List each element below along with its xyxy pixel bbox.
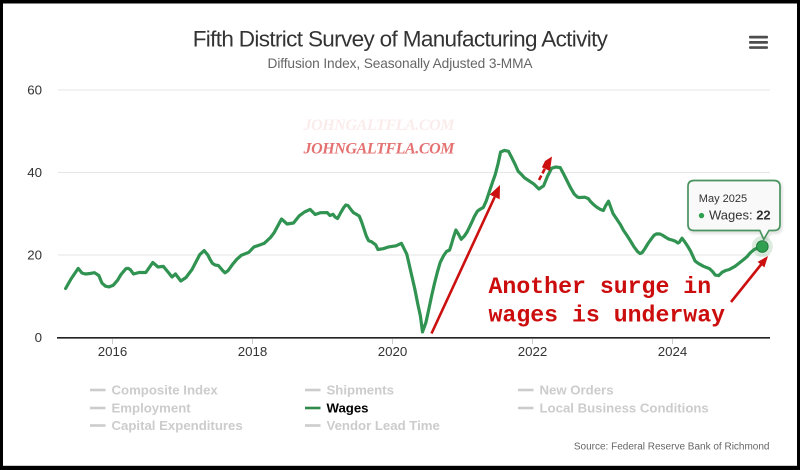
svg-text:2016: 2016 (98, 344, 128, 359)
svg-text:JOHNGALTFLA.COM: JOHNGALTFLA.COM (303, 117, 456, 134)
svg-text:wages is underway: wages is underway (489, 303, 726, 329)
svg-text:2020: 2020 (378, 344, 408, 359)
svg-text:JOHNGALTFLA.COM: JOHNGALTFLA.COM (303, 141, 456, 158)
svg-text:60: 60 (27, 83, 42, 98)
svg-text:Capital Expenditures: Capital Expenditures (112, 418, 243, 433)
svg-text:Composite Index: Composite Index (112, 383, 219, 398)
svg-text:2024: 2024 (658, 344, 688, 359)
svg-text:40: 40 (27, 165, 42, 180)
svg-text:Source: Federal Reserve Bank o: Source: Federal Reserve Bank of Richmond (574, 442, 770, 453)
svg-text:2018: 2018 (238, 344, 268, 359)
svg-text:Vendor Lead Time: Vendor Lead Time (327, 418, 440, 433)
svg-text:0: 0 (35, 330, 42, 345)
svg-text:Wages: Wages (327, 401, 369, 416)
svg-text:20: 20 (27, 248, 42, 263)
svg-text:May 2025: May 2025 (699, 193, 747, 205)
svg-text:Shipments: Shipments (327, 383, 394, 398)
svg-text:Employment: Employment (112, 401, 192, 416)
svg-text:Another surge in: Another surge in (489, 274, 712, 300)
svg-text:New Orders: New Orders (540, 383, 614, 398)
svg-text:Diffusion Index, Seasonally Ad: Diffusion Index, Seasonally Adjusted 3-M… (268, 56, 534, 71)
svg-text:2022: 2022 (518, 344, 548, 359)
svg-text:Local Business Conditions: Local Business Conditions (540, 401, 709, 416)
svg-text:Wages: 22: Wages: 22 (709, 207, 771, 222)
svg-text:Fifth District Survey of Manuf: Fifth District Survey of Manufacturing A… (193, 26, 609, 51)
